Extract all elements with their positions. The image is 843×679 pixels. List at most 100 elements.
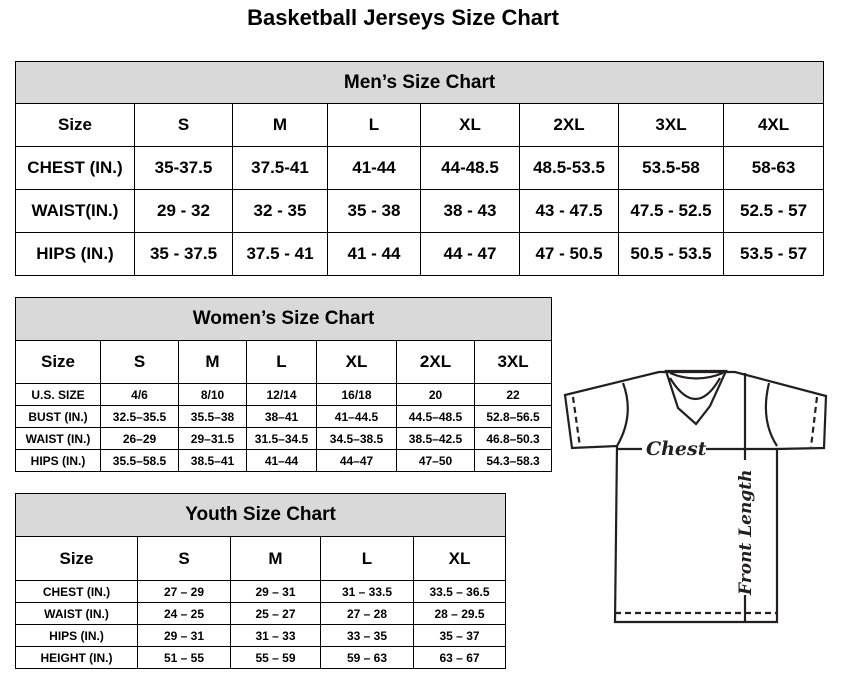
table-cell: 41–44 [246,449,317,472]
table-cell: 4/6 [100,383,179,406]
table-cell: 37.5-41 [232,146,328,190]
table-cell: 22 [473,383,553,406]
table-cell: 29 – 31 [230,580,321,603]
womens-size-table: Women’s Size Chart Size S M L XL 2XL 3XL U.S. SI… [14,297,553,472]
table-heading: Youth Size Chart [14,493,507,537]
size-header-cell: 3XL [618,103,724,147]
table-cell: 26–29 [100,427,179,450]
row-label: CHEST (IN.) [15,146,135,190]
row-label: HIPS (IN.) [15,624,138,647]
row-label: BUST (IN.) [15,405,101,428]
table-row: U.S. SIZE 4/6 8/10 12/14 16/18 20 22 [15,383,553,406]
table-cell: 58-63 [722,146,825,190]
youth-size-table: Youth Size Chart Size S M L XL CHEST (IN.) 27 –… [14,493,507,669]
table-row: WAIST (IN.) 26–29 29–31.5 31.5–34.5 34.5–38.… [15,427,553,450]
table-cell: 38 - 43 [420,189,520,233]
table-cell: 48.5-53.5 [519,146,619,190]
table-cell: 59 – 63 [320,646,414,669]
table-cell: 35 – 37 [412,624,507,647]
table-cell: 53.5 - 57 [722,232,825,276]
row-label: WAIST(IN.) [15,189,135,233]
size-header-cell: L [246,340,317,384]
table-row: HIPS (IN.) 29 – 31 31 – 33 33 – 35 35 – 37 [15,624,507,647]
size-header-cell: XL [316,340,397,384]
size-header-cell: 2XL [396,340,475,384]
row-label: CHEST (IN.) [15,580,138,603]
size-header-cell: M [230,536,321,581]
table-row: HIPS (IN.) 35 - 37.5 37.5 - 41 41 - 44 44 - … [15,232,825,276]
table-cell: 43 - 47.5 [519,189,619,233]
table-cell: 44–47 [316,449,397,472]
tshirt-outline [563,370,828,624]
table-cell: 25 – 27 [230,602,321,625]
table-heading-row: Men’s Size Chart [14,61,825,104]
table-cell: 53.5-58 [618,146,724,190]
table-cell: 51 – 55 [137,646,231,669]
size-header-cell: 2XL [519,103,619,147]
table-cell: 41–44.5 [316,405,397,428]
table-heading-row: Women’s Size Chart [14,297,553,341]
row-label: HEIGHT (IN.) [15,646,138,669]
table-cell: 27 – 28 [320,602,414,625]
table-cell: 33.5 – 36.5 [412,580,507,603]
table-row: CHEST (IN.) 35-37.5 37.5-41 41-44 44-48.5 48.… [15,146,825,190]
table-cell: 47 - 50.5 [519,232,619,276]
table-cell: 41-44 [327,146,421,190]
chest-label: Chest [646,438,707,460]
table-cell: 50.5 - 53.5 [618,232,724,276]
table-cell: 35 - 38 [327,189,421,233]
size-header-cell: L [320,536,414,581]
size-header-row: Size S M L XL 2XL 3XL [15,340,553,384]
page-title: Basketball Jerseys Size Chart [247,5,559,30]
table-cell: 29 – 31 [137,624,231,647]
table-cell: 31 – 33.5 [320,580,414,603]
size-header-row: Size S M L XL 2XL 3XL 4XL [15,103,825,147]
table-cell: 52.8–56.5 [473,405,553,428]
table-cell: 47–50 [396,449,475,472]
table-cell: 32.5–35.5 [100,405,179,428]
table-cell: 29 - 32 [134,189,233,233]
size-header-cell: S [137,536,231,581]
table-row: BUST (IN.) 32.5–35.5 35.5–38 38–41 41–44.5 44… [15,405,553,428]
table-cell: 41 - 44 [327,232,421,276]
size-header-cell: XL [412,536,507,581]
table-cell: 24 – 25 [137,602,231,625]
table-cell: 16/18 [316,383,397,406]
table-cell: 35.5–38 [178,405,247,428]
table-row: HIPS (IN.) 35.5–58.5 38.5–41 41–44 44–47 47–5… [15,449,553,472]
table-cell: 34.5–38.5 [316,427,397,450]
size-header-cell: M [232,103,328,147]
table-cell: 33 – 35 [320,624,414,647]
table-heading: Men’s Size Chart [14,61,825,104]
table-cell: 44-48.5 [420,146,520,190]
row-label: WAIST (IN.) [15,427,101,450]
table-cell: 29–31.5 [178,427,247,450]
table-cell: 63 – 67 [412,646,507,669]
row-label: U.S. SIZE [15,383,101,406]
table-row: WAIST(IN.) 29 - 32 32 - 35 35 - 38 38 - 43 43… [15,189,825,233]
size-header-cell: Size [15,103,135,147]
size-header-cell: Size [15,340,101,384]
mens-size-table: Men’s Size Chart Size S M L XL 2XL 3XL 4XL CHEST … [14,61,825,276]
size-header-cell: XL [420,103,520,147]
size-header-cell: M [178,340,247,384]
table-heading: Women’s Size Chart [14,297,553,341]
table-cell: 55 – 59 [230,646,321,669]
table-cell: 32 - 35 [232,189,328,233]
table-cell: 38.5–41 [178,449,247,472]
table-cell: 44 - 47 [420,232,520,276]
table-cell: 27 – 29 [137,580,231,603]
table-cell: 12/14 [246,383,317,406]
table-row: WAIST (IN.) 24 – 25 25 – 27 27 – 28 28 – 29.… [15,602,507,625]
table-cell: 46.8–50.3 [473,427,553,450]
size-header-cell: Size [15,536,138,581]
table-cell: 44.5–48.5 [396,405,475,428]
table-cell: 35.5–58.5 [100,449,179,472]
table-cell: 20 [396,383,475,406]
table-cell: 54.3–58.3 [473,449,553,472]
size-header-cell: S [100,340,179,384]
size-header-cell: 3XL [473,340,553,384]
size-header-row: Size S M L XL [15,536,507,581]
table-cell: 35 - 37.5 [134,232,233,276]
size-header-cell: L [327,103,421,147]
